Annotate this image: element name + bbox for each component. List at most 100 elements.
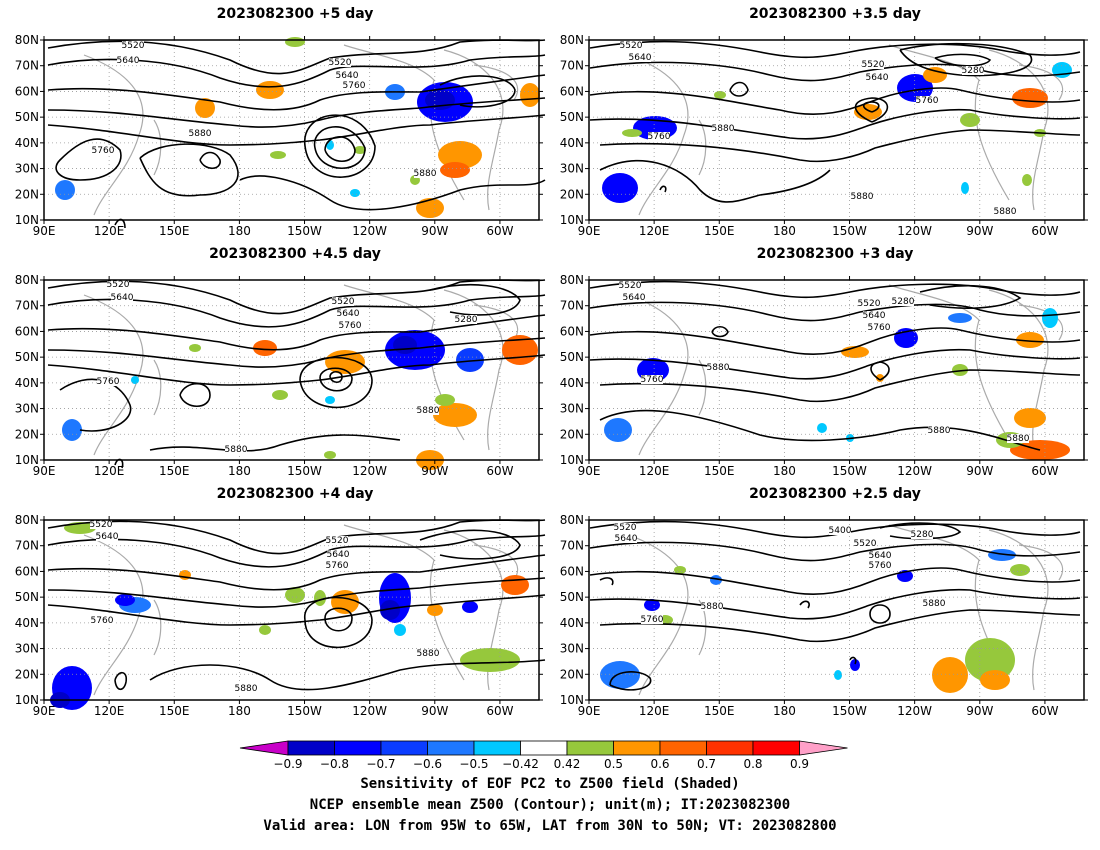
- contour-label: 5520: [858, 299, 881, 309]
- lon-tick-label: 90W: [421, 224, 448, 238]
- coastline: [888, 284, 1010, 441]
- contour-label: 5640: [117, 56, 140, 66]
- z500-contour: [179, 382, 211, 408]
- sensitivity-shade: [380, 600, 400, 620]
- colorbar-label: −0.5: [459, 757, 488, 771]
- contour-label: 5880: [189, 129, 212, 139]
- z500-contour: [589, 348, 1081, 380]
- lon-tick-label: 150W: [832, 224, 867, 238]
- contour-label: 5520: [90, 520, 113, 530]
- lon-tick-label: 120W: [897, 224, 932, 238]
- contour-label-bg: [327, 550, 349, 559]
- lon-tick-label: 90E: [33, 224, 56, 238]
- sensitivity-shade: [1016, 332, 1044, 348]
- contour-label-bg: [916, 96, 938, 105]
- contour-label: 5280: [962, 66, 985, 76]
- sensitivity-shade: [960, 113, 980, 127]
- contour-label: 5280: [911, 530, 934, 540]
- colorbar-label: 0.9: [790, 757, 809, 771]
- colorbar-box: [473, 740, 521, 756]
- lat-tick-label: 80N: [560, 273, 584, 287]
- colorbar-box: [520, 740, 568, 756]
- z500-contour: [47, 114, 546, 146]
- lon-tick-label: 90E: [33, 464, 56, 478]
- sensitivity-shade: [433, 403, 477, 427]
- sensitivity-shade: [932, 657, 968, 693]
- colorbar-box: [659, 740, 707, 756]
- panel-title: 2023082300 +2.5 day: [749, 486, 921, 502]
- sensitivity-shade: [326, 140, 334, 150]
- contour-label: 5640: [629, 53, 652, 63]
- contour-label-bg: [623, 293, 645, 302]
- contour-label: 5640: [327, 550, 350, 560]
- contour-label: 5520: [614, 523, 637, 533]
- contour-label-bg: [91, 616, 113, 625]
- lon-tick-label: 90W: [966, 464, 993, 478]
- sensitivity-shade: [272, 390, 288, 400]
- contour-label: 5760: [868, 323, 891, 333]
- sensitivity-shade: [710, 575, 722, 585]
- lat-tick-label: 50N: [15, 350, 39, 364]
- z500-contour: [589, 280, 1081, 299]
- z500-contour: [589, 327, 1081, 355]
- sensitivity-shade: [622, 129, 642, 137]
- z500-contour: [711, 325, 729, 338]
- z500-contour: [47, 594, 546, 626]
- contour-label-bg: [851, 192, 873, 201]
- contour-label-bg: [923, 599, 945, 608]
- colorbar-box: [613, 740, 661, 756]
- colorbar-box: [706, 740, 754, 756]
- contour-label-bg: [417, 406, 439, 415]
- z500-contour: [589, 40, 1081, 59]
- contour-label-bg: [928, 426, 950, 435]
- coastline: [698, 119, 707, 176]
- sensitivity-shade: [644, 599, 660, 611]
- lon-tick-label: 120W: [352, 704, 387, 718]
- z500-contour: [589, 61, 1081, 82]
- contour-label: 5520: [620, 41, 643, 51]
- contour-label: 5880: [851, 192, 874, 202]
- contour-label: 5520: [854, 539, 877, 549]
- contour-label: 5760: [641, 615, 664, 625]
- contour-label: 5880: [414, 169, 437, 179]
- lat-tick-label: 20N: [560, 187, 584, 201]
- z500-contour: [919, 285, 1022, 309]
- z500-contour: [55, 138, 122, 181]
- contour-label: 5880: [928, 426, 951, 436]
- sensitivity-shade: [270, 151, 286, 159]
- lon-tick-label: 180: [228, 224, 251, 238]
- contour-label: 5760: [339, 321, 362, 331]
- z500-contour: [299, 356, 373, 409]
- sensitivity-shade: [324, 451, 336, 459]
- contour-label-bg: [862, 60, 884, 69]
- lon-tick-label: 150E: [704, 464, 735, 478]
- z500-contour: [199, 151, 221, 170]
- contour-label-bg: [225, 445, 247, 454]
- contour-label: 5880: [417, 649, 440, 659]
- coastline: [698, 359, 707, 416]
- sensitivity-shade: [1012, 88, 1048, 108]
- lat-tick-label: 60N: [15, 324, 39, 338]
- lon-tick-label: 60W: [1031, 704, 1058, 718]
- contour-label: 5760: [91, 616, 114, 626]
- lat-tick-label: 30N: [560, 402, 584, 416]
- lat-tick-label: 40N: [15, 136, 39, 150]
- contour-label-bg: [189, 129, 211, 138]
- contour-label-bg: [329, 58, 351, 67]
- lon-tick-label: 120E: [639, 224, 670, 238]
- contour-label-bg: [107, 280, 129, 289]
- contour-label-bg: [339, 321, 361, 330]
- lat-tick-label: 10N: [15, 693, 39, 707]
- contour-label-bg: [614, 523, 636, 532]
- sensitivity-shade: [876, 374, 884, 382]
- z500-contour: [324, 607, 353, 632]
- lon-tick-label: 90E: [578, 704, 601, 718]
- lon-tick-label: 180: [773, 704, 796, 718]
- contour-label-bg: [858, 299, 880, 308]
- contour-label-bg: [336, 71, 358, 80]
- contour-label-bg: [648, 132, 670, 141]
- coastline: [153, 359, 162, 416]
- contour-label: 5520: [107, 280, 130, 290]
